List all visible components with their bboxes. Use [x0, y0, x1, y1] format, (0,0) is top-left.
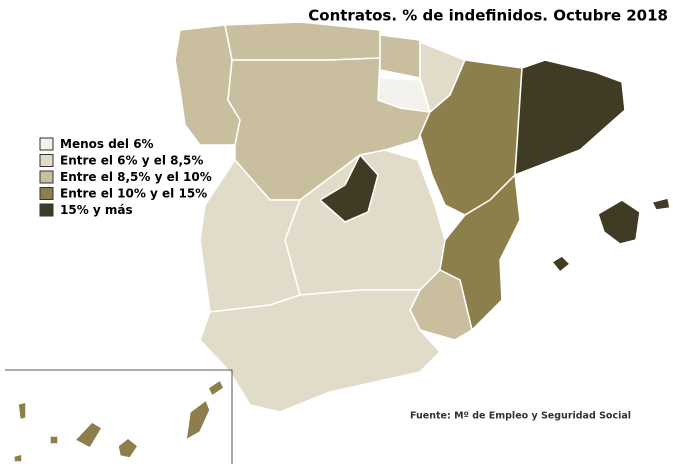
el-hierro: [13, 453, 23, 463]
legend-label: Entre el 10% y el 15%: [60, 187, 207, 201]
legend: Menos del 6% Entre el 6% y el 8,5% Entre e…: [39, 137, 212, 217]
legend-label: Menos del 6%: [60, 137, 154, 151]
pais-vasco: [379, 34, 421, 79]
gran-canaria: [117, 437, 139, 459]
source: Fuente: Mº de Empleo y Seguridad Social: [410, 411, 631, 422]
canarias-inset-frame: [5, 369, 233, 464]
legend-swatch: [39, 137, 54, 151]
fuerteventura: [185, 399, 211, 441]
mallorca: [597, 199, 641, 245]
madrid: [319, 154, 379, 223]
map-title: Contratos. % de indefinidos. Octubre 201…: [308, 7, 668, 25]
ibiza: [551, 255, 571, 273]
andalucia: [199, 289, 441, 413]
tenerife: [74, 421, 103, 449]
cataluna: [514, 59, 626, 176]
legend-label: 15% y más: [60, 203, 133, 217]
la-gomera: [49, 435, 59, 445]
lanzarote: [207, 379, 225, 397]
valencia: [439, 174, 521, 331]
regions: [13, 21, 671, 463]
legend-swatch: [39, 203, 54, 217]
legend-swatch: [39, 154, 54, 167]
la-palma: [17, 401, 27, 421]
legend-swatch: [39, 187, 54, 200]
legend-swatch: [39, 170, 54, 184]
menorca: [651, 197, 671, 211]
legend-label: Entre el 8,5% y el 10%: [60, 170, 212, 184]
asturias-cantabria: [224, 21, 381, 61]
legend-label: Entre el 6% y el 8,5%: [60, 154, 203, 168]
